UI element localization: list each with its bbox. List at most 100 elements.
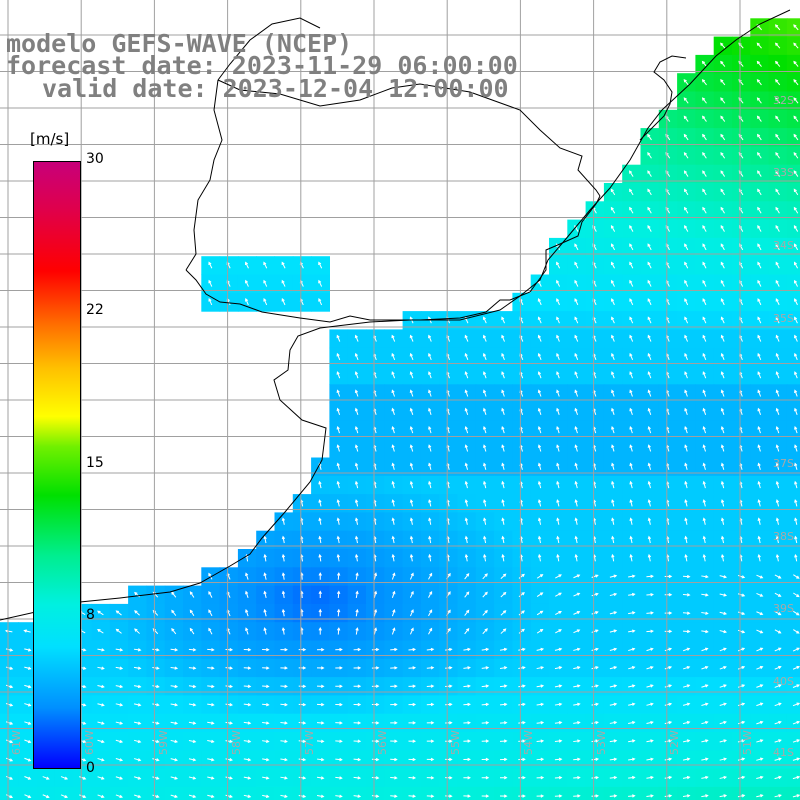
wind-arrow: [428, 609, 433, 617]
wind-arrow: [684, 425, 688, 434]
wind-arrow: [115, 703, 124, 707]
wind-arrow: [792, 757, 800, 761]
wind-arrow: [464, 480, 468, 489]
wind-arrow: [225, 666, 234, 670]
wind-arrow: [775, 170, 780, 177]
wind-arrow: [355, 608, 359, 617]
wind-arrow: [207, 703, 215, 707]
wind-arrow: [646, 720, 654, 725]
wind-arrow: [208, 627, 213, 635]
wind-arrow: [445, 647, 453, 652]
wind-arrow: [262, 684, 270, 689]
wind-arrow: [556, 334, 560, 342]
wind-arrow: [518, 702, 526, 707]
wind-arrow: [609, 629, 618, 633]
wind-arrow: [756, 611, 764, 616]
wind-arrow: [609, 775, 618, 780]
wind-arrow: [5, 721, 14, 725]
wind-speed-cell: [457, 786, 477, 800]
wind-arrow: [629, 334, 634, 342]
wind-arrow: [682, 684, 691, 688]
wind-arrow: [134, 610, 140, 616]
wind-arrow: [554, 666, 563, 670]
lat-label-40s: 40S: [773, 675, 794, 688]
lat-label-33s: 33S: [773, 166, 794, 179]
wind-arrow: [353, 739, 362, 743]
wind-arrow: [518, 666, 526, 670]
wind-arrow: [683, 647, 691, 652]
wind-arrow: [683, 133, 689, 141]
wind-arrow: [189, 609, 195, 617]
wind-arrow: [262, 794, 270, 798]
wind-speed-cell: [384, 786, 404, 800]
wind-arrow: [354, 352, 359, 361]
wind-arrow: [646, 794, 654, 798]
wind-arrow: [354, 499, 359, 507]
wind-arrow: [336, 553, 341, 562]
coastline: [0, 9, 791, 621]
wind-speed-cell: [786, 658, 800, 678]
wind-arrow: [428, 572, 433, 580]
wind-arrow: [775, 352, 780, 361]
wind-arrow: [464, 389, 469, 397]
wind-speed-cell: [713, 786, 733, 800]
wind-arrow: [609, 574, 618, 578]
wind-arrow: [628, 720, 636, 725]
wind-arrow: [647, 334, 652, 342]
wind-arrow: [775, 535, 780, 544]
wind-arrow: [664, 593, 673, 597]
wind-arrow: [556, 444, 560, 452]
wind-arrow: [354, 444, 359, 452]
wind-arrow: [775, 225, 780, 232]
wind-arrow: [646, 611, 654, 615]
wind-arrow: [757, 225, 762, 232]
wind-arrow: [647, 352, 652, 361]
wind-arrow: [336, 572, 341, 580]
wind-arrow: [702, 316, 707, 324]
wind-arrow: [611, 425, 615, 434]
wind-arrow: [335, 702, 343, 707]
wind-arrow: [664, 647, 673, 652]
wind-arrow: [152, 684, 160, 689]
wind-arrow: [298, 721, 307, 725]
wind-arrow: [554, 702, 563, 707]
wind-speed-cell: [786, 530, 800, 550]
wind-arrow: [794, 462, 798, 470]
wind-arrow: [664, 702, 673, 706]
uruguay-river-border: [185, 79, 223, 271]
wind-arrow: [775, 115, 781, 122]
wind-speed-cell: [567, 786, 587, 800]
wind-arrow: [793, 261, 799, 269]
wind-arrow: [720, 371, 725, 379]
wind-arrow: [664, 794, 673, 798]
wind-speed-cell: [329, 786, 349, 800]
wind-arrow: [610, 206, 616, 214]
lat-label-39s: 39S: [773, 602, 794, 615]
wind-arrow: [133, 721, 142, 725]
wind-arrow: [611, 334, 615, 342]
wind-arrow: [628, 757, 636, 761]
wind-arrow: [647, 298, 652, 306]
wind-arrow: [464, 462, 469, 470]
wind-arrow: [298, 739, 307, 743]
wind-speed-cell: [786, 786, 800, 800]
wind-arrow: [243, 648, 252, 652]
wind-arrow: [701, 665, 709, 670]
wind-arrow: [336, 590, 341, 599]
wind-arrow: [518, 628, 525, 634]
wind-arrow: [537, 389, 542, 397]
wind-arrow: [428, 517, 432, 525]
wind-arrow: [628, 666, 636, 670]
wind-arrow: [682, 775, 691, 780]
wind-arrow: [499, 647, 508, 652]
wind-arrow: [609, 647, 618, 652]
wind-arrow: [115, 628, 122, 634]
wind-arrow: [170, 794, 178, 799]
wind-arrow: [757, 261, 762, 269]
wind-arrow: [702, 462, 706, 470]
wind-arrow: [409, 553, 414, 562]
wind-arrow: [170, 758, 179, 762]
wind-arrow: [719, 757, 728, 761]
wind-arrow: [611, 499, 615, 507]
